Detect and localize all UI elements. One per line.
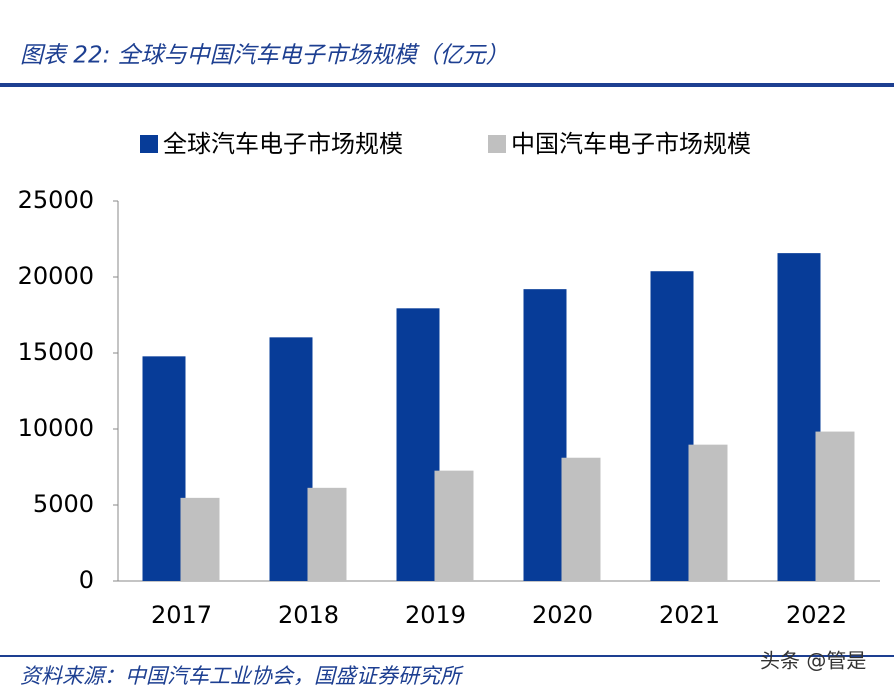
legend-label: 中国汽车电子市场规模 — [511, 130, 751, 158]
y-tick-label: 10000 — [18, 414, 94, 442]
x-tick-label: 2021 — [659, 601, 720, 629]
y-tick-label: 20000 — [18, 262, 94, 290]
bar — [180, 497, 220, 581]
bar — [561, 457, 601, 581]
footer-rule — [0, 655, 894, 657]
x-tick-label: 2017 — [151, 601, 212, 629]
x-tick-label: 2020 — [532, 601, 593, 629]
bar — [523, 289, 567, 581]
bar — [434, 470, 474, 581]
x-tick-label: 2018 — [278, 601, 339, 629]
legend-swatch — [488, 135, 506, 153]
bar — [777, 253, 821, 582]
bar — [650, 271, 694, 581]
watermark: 头条 @管是 — [760, 649, 866, 673]
y-tick-label: 25000 — [18, 186, 94, 214]
bar — [142, 356, 186, 581]
bar — [307, 487, 347, 581]
bar — [396, 308, 440, 581]
y-tick-label: 5000 — [33, 490, 94, 518]
y-tick-label: 0 — [79, 566, 94, 594]
bar — [688, 444, 728, 581]
bar — [269, 337, 313, 581]
legend-swatch — [140, 135, 158, 153]
y-tick-label: 15000 — [18, 338, 94, 366]
x-tick-label: 2019 — [405, 601, 466, 629]
header-rule — [0, 83, 894, 87]
chart-title: 图表 22: 全球与中国汽车电子市场规模（亿元） — [20, 43, 509, 69]
x-tick-label: 2022 — [786, 601, 847, 629]
source-note: 资料来源：中国汽车工业协会，国盛证券研究所 — [20, 664, 464, 688]
bar — [815, 431, 855, 581]
legend-label: 全球汽车电子市场规模 — [163, 130, 403, 158]
